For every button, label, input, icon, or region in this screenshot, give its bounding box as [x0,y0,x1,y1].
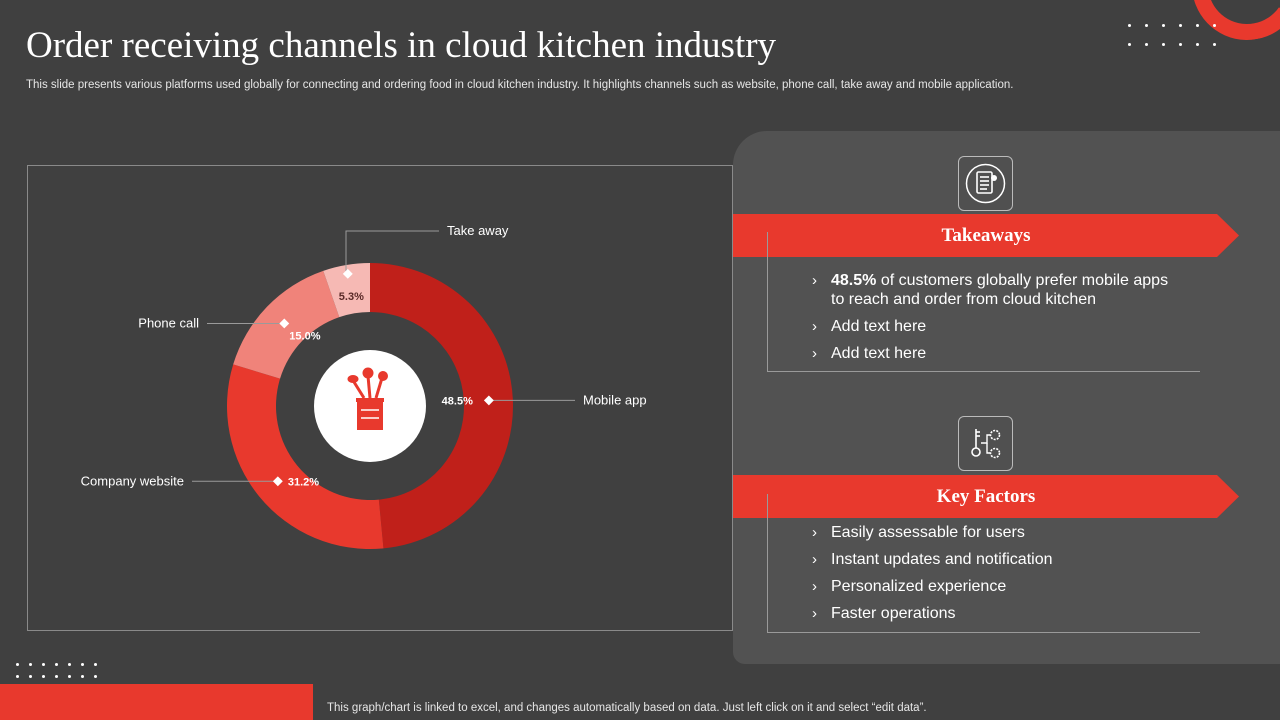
key-factors-title: Key Factors [936,486,1036,507]
value-label: 48.5% [442,395,473,407]
dot [1213,43,1216,46]
dot [1179,43,1182,46]
dot [94,663,97,666]
dot [1196,43,1199,46]
dot [81,663,84,666]
takeaways-title: Takeaways [941,225,1031,246]
dot [16,675,19,678]
category-label: Mobile app [583,392,647,407]
dot [29,675,32,678]
key-factors-banner: Key Factors [733,475,1239,518]
slide-subtitle: This slide presents various platforms us… [26,79,1014,91]
key-factor-text: Instant updates and notification [831,551,1053,568]
category-label: Phone call [138,315,199,330]
takeaway-text: of customers globally prefer mobile apps [876,272,1169,289]
value-label: 15.0% [289,330,320,342]
key-factor-text: Faster operations [831,605,956,622]
kitchen-utensils-icon [347,367,388,430]
dot [55,663,58,666]
dot [81,675,84,678]
dot [29,663,32,666]
dot [1145,24,1148,27]
dot [55,675,58,678]
key-factor-text: Easily assessable for users [831,524,1025,541]
dot [1213,24,1216,27]
slide-title: Order receiving channels in cloud kitche… [26,25,777,66]
dot [1128,43,1131,46]
dot [1179,24,1182,27]
value-label: 5.3% [339,291,364,303]
dot [1162,43,1165,46]
category-label: Take away [447,223,509,238]
dot [94,675,97,678]
dot [1128,24,1131,27]
dot [1196,24,1199,27]
takeaways-frame [767,232,1200,372]
dot [42,675,45,678]
footer-note: This graph/chart is linked to excel, and… [327,702,927,714]
category-label: Company website [81,473,184,488]
bottom-accent-bar [0,684,313,720]
slice-marker [483,395,494,406]
slice-company-website[interactable] [226,364,384,549]
dot [68,663,71,666]
key-factors-frame [767,494,1200,633]
slice-take-away[interactable] [323,263,370,318]
chart-frame[interactable] [27,165,733,631]
takeaways-banner: Takeaways [733,214,1239,257]
checklist-document-icon [958,156,1013,211]
dot [16,663,19,666]
dot [68,675,71,678]
donut-chart[interactable]: 48.5% Mobile app 31.2% Company website 15.0%… [27,165,733,631]
dot-pattern-top [1128,24,1216,46]
takeaway-highlight: 48.5% [831,272,877,289]
takeaway-text: Add text here [831,345,927,362]
key-gears-icon [958,416,1013,471]
slice-marker [279,318,290,329]
dot [1162,24,1165,27]
takeaway-text: Add text here [831,318,927,335]
key-factor-text: Personalized experience [831,578,1007,595]
slice-mobile-app[interactable] [370,263,513,549]
dot [1145,43,1148,46]
value-label: 31.2% [288,476,319,488]
takeaway-text-line2: to reach and order from cloud kitchen [831,291,1097,308]
dot [42,663,45,666]
